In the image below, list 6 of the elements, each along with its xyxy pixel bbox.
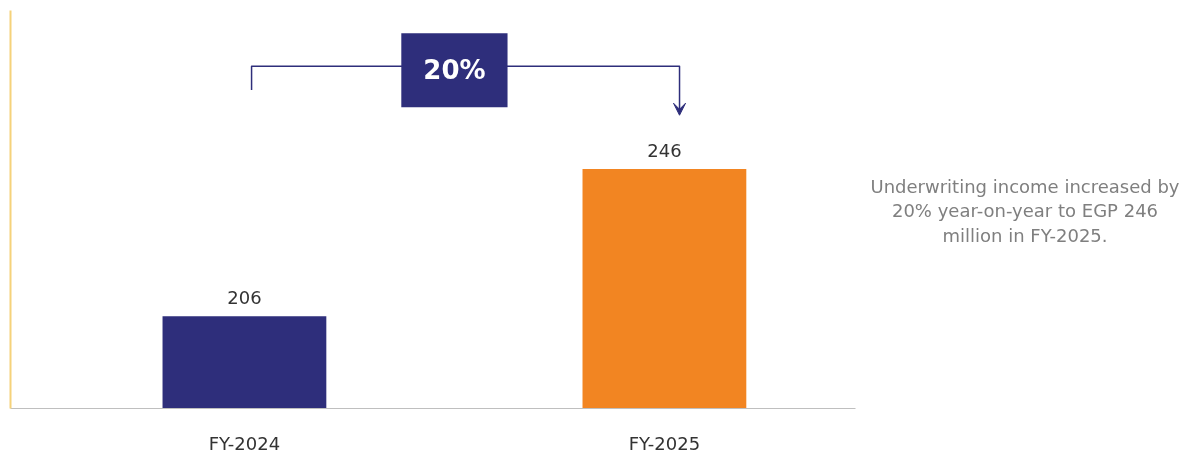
x-tick-label: FY-2025 [628,432,701,454]
data-label: 206 [227,287,262,309]
data-label: 246 [647,139,682,161]
text: Underwriting income increased by 20% year-on-year to EGP 246 million in FY-2025. [869,175,1181,248]
x-tick-label: FY-2024 [208,432,281,454]
annotation: 20% [423,55,486,86]
